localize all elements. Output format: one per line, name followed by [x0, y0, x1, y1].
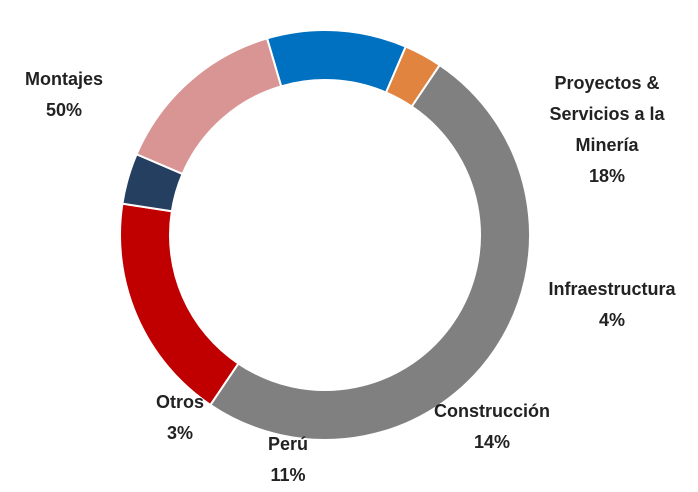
- slice: [265, 29, 408, 94]
- slice: [384, 45, 442, 108]
- category-label: Otros: [155, 392, 204, 412]
- value-label: 14%: [473, 432, 511, 452]
- category-label: Montajes: [24, 69, 103, 89]
- slice-label: Proyectos & Servicios a la Minería 18%: [537, 68, 677, 192]
- value-label: 50%: [45, 100, 83, 120]
- slice-label: Otros 3%: [140, 387, 220, 449]
- slice-label: Infraestructura 4%: [527, 274, 697, 336]
- value-label: 3%: [166, 423, 193, 443]
- category-label: Proyectos & Servicios a la Minería: [549, 73, 665, 155]
- category-label: Construcción: [433, 401, 550, 421]
- value-label: 11%: [270, 465, 306, 485]
- slice: [119, 202, 240, 407]
- value-label: 4%: [598, 310, 625, 330]
- category-label: Perú: [267, 434, 309, 454]
- category-label: Infraestructura: [548, 279, 676, 299]
- slice: [208, 63, 531, 441]
- slice-label: Construcción 14%: [412, 396, 572, 458]
- value-label: 18%: [588, 166, 626, 186]
- slice-label: Perú 11%: [248, 429, 328, 491]
- slice: [135, 37, 283, 176]
- slice-label: Montajes 50%: [4, 64, 124, 126]
